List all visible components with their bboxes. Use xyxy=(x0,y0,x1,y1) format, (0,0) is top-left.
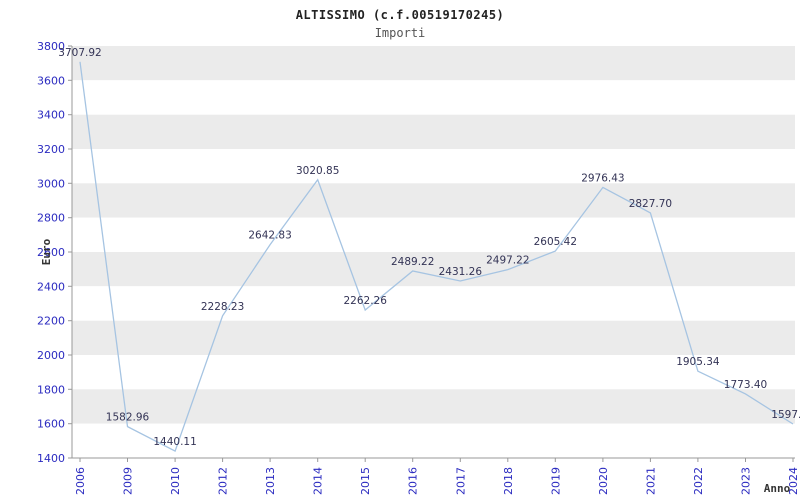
svg-text:3707.92: 3707.92 xyxy=(58,47,101,59)
svg-text:2400: 2400 xyxy=(37,280,65,293)
svg-text:2009: 2009 xyxy=(122,467,135,495)
svg-text:3020.85: 3020.85 xyxy=(296,165,339,177)
svg-text:1800: 1800 xyxy=(37,383,65,396)
svg-text:1905.34: 1905.34 xyxy=(676,356,720,368)
svg-text:2013: 2013 xyxy=(264,467,277,495)
svg-text:2012: 2012 xyxy=(217,467,230,495)
svg-text:2006: 2006 xyxy=(74,467,87,495)
svg-text:3200: 3200 xyxy=(37,143,65,156)
svg-text:2015: 2015 xyxy=(359,467,372,495)
svg-text:Euro: Euro xyxy=(40,238,53,265)
svg-text:3800: 3800 xyxy=(37,40,65,53)
svg-text:2827.70: 2827.70 xyxy=(629,198,672,210)
svg-text:2016: 2016 xyxy=(407,467,420,495)
chart-subtitle: Importi xyxy=(374,26,426,40)
svg-text:2020: 2020 xyxy=(597,467,610,495)
svg-text:2021: 2021 xyxy=(644,467,657,495)
svg-text:2431.26: 2431.26 xyxy=(439,266,483,278)
svg-text:1400: 1400 xyxy=(37,452,65,465)
svg-text:2024: 2024 xyxy=(787,467,800,495)
svg-text:2605.42: 2605.42 xyxy=(534,236,577,248)
svg-text:3000: 3000 xyxy=(37,177,65,190)
svg-text:Anno: Anno xyxy=(764,482,791,495)
svg-text:2600: 2600 xyxy=(37,246,65,259)
svg-text:2022: 2022 xyxy=(692,467,705,495)
svg-text:1440.11: 1440.11 xyxy=(153,436,196,448)
svg-text:1597.84: 1597.84 xyxy=(771,409,800,421)
svg-text:2489.22: 2489.22 xyxy=(391,256,434,268)
svg-text:2497.22: 2497.22 xyxy=(486,255,529,267)
svg-text:1773.40: 1773.40 xyxy=(724,379,767,391)
svg-text:2010: 2010 xyxy=(169,467,182,495)
svg-text:2019: 2019 xyxy=(549,467,562,495)
svg-text:2800: 2800 xyxy=(37,212,65,225)
svg-text:3400: 3400 xyxy=(37,109,65,122)
svg-text:2018: 2018 xyxy=(502,467,515,495)
svg-text:2023: 2023 xyxy=(740,467,753,495)
svg-text:2200: 2200 xyxy=(37,315,65,328)
svg-text:2976.43: 2976.43 xyxy=(581,172,624,184)
svg-text:2000: 2000 xyxy=(37,349,65,362)
svg-text:2014: 2014 xyxy=(312,467,325,495)
svg-text:1582.96: 1582.96 xyxy=(106,412,150,424)
svg-text:3600: 3600 xyxy=(37,74,65,87)
svg-text:2642.83: 2642.83 xyxy=(248,230,291,242)
svg-text:1600: 1600 xyxy=(37,418,65,431)
chart-title: ALTISSIMO (c.f.00519170245) xyxy=(295,8,505,22)
svg-text:2262.26: 2262.26 xyxy=(343,295,387,307)
svg-text:2017: 2017 xyxy=(454,467,467,495)
svg-text:2228.23: 2228.23 xyxy=(201,301,244,313)
